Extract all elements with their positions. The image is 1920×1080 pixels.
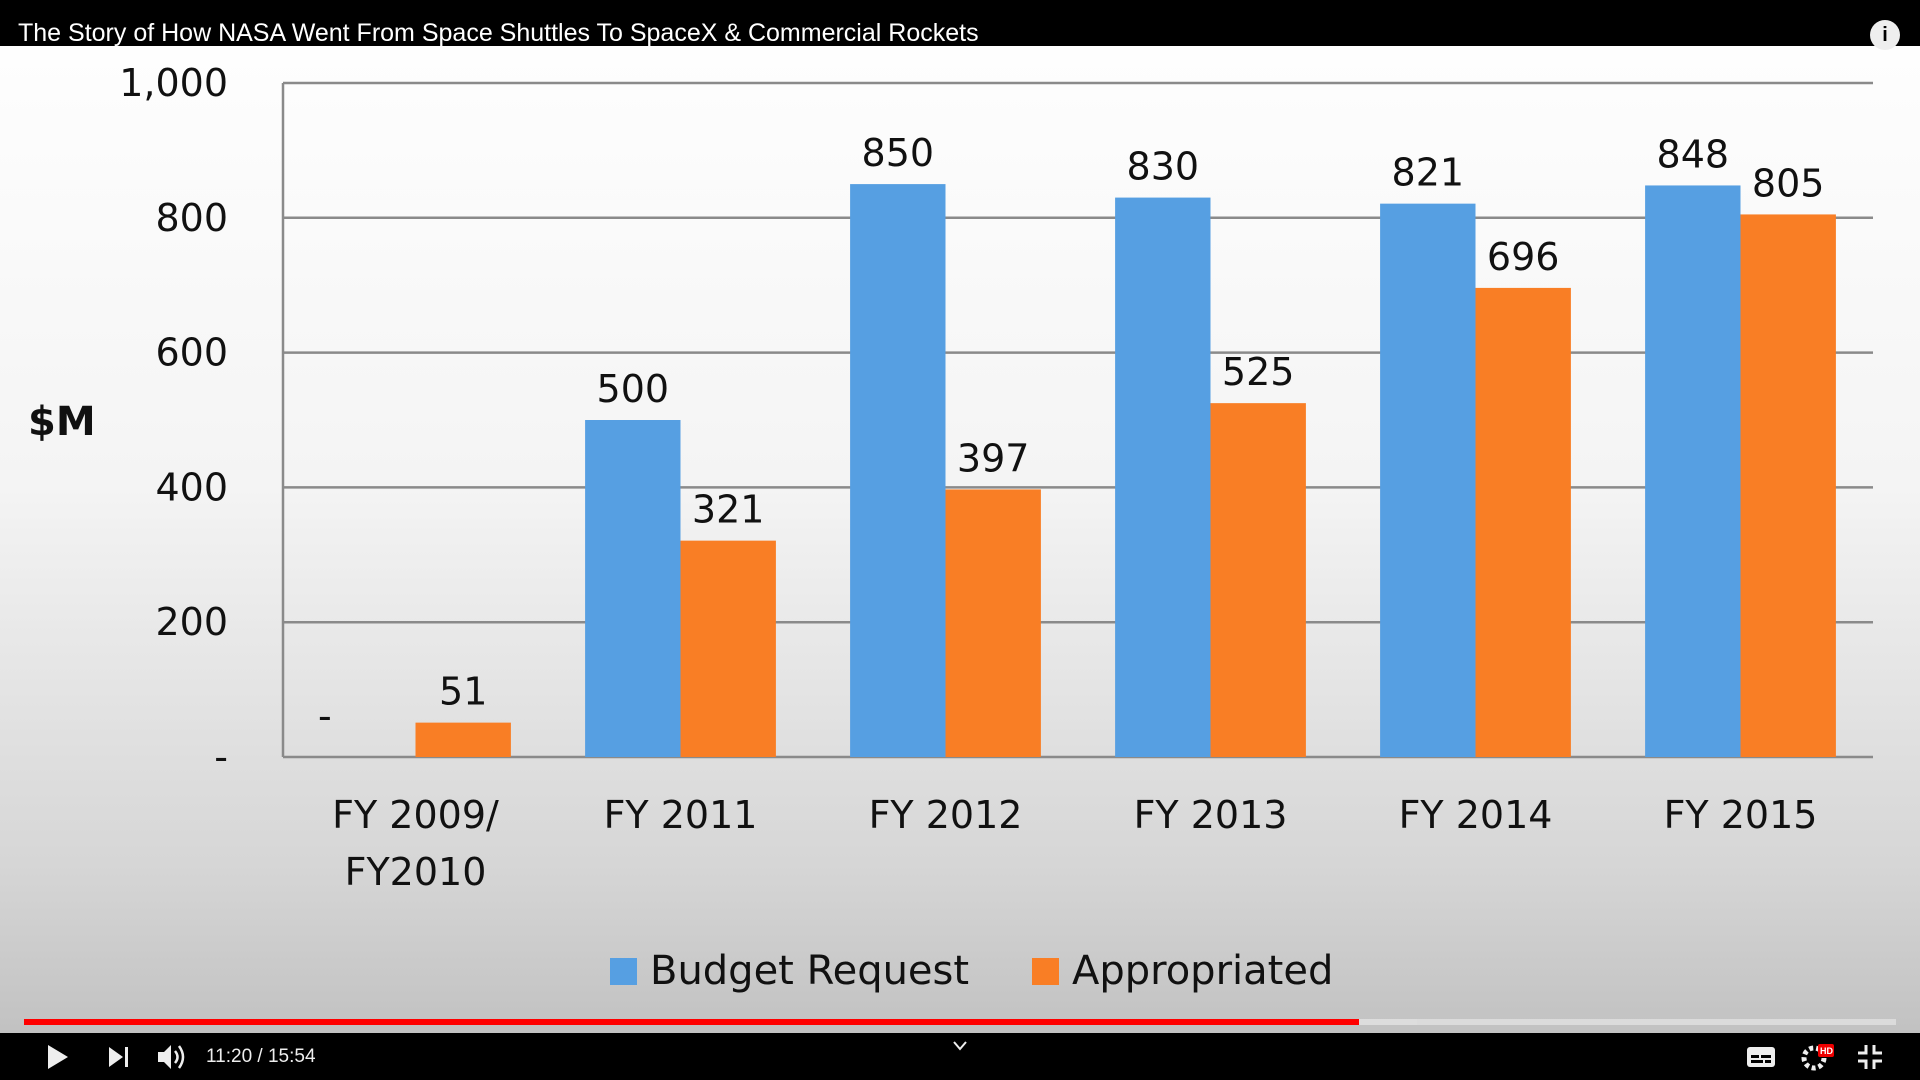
- bar-appropriated: [1210, 403, 1306, 757]
- progress-bar[interactable]: [24, 1019, 1896, 1025]
- bar-appropriated: [1740, 214, 1836, 757]
- bar-appropriated: [945, 489, 1041, 757]
- data-label: 848: [1657, 132, 1730, 176]
- bar-appropriated: [1475, 287, 1571, 757]
- x-tick-label: FY 2012: [869, 793, 1023, 837]
- player-controls: 11:20 / 15:54 HD: [0, 1033, 1920, 1080]
- bar-chart: - 200 400 600 800 1,000 $M - 51 FY 2009/FY2010 500…: [28, 61, 1873, 994]
- x-tick-label: FY 2009/: [332, 793, 499, 837]
- data-label: 397: [957, 436, 1030, 480]
- data-label: 821: [1392, 151, 1465, 195]
- svg-text:HD: HD: [1820, 1046, 1833, 1056]
- played-bar: [24, 1019, 1359, 1025]
- bar-appropriated: [680, 540, 776, 757]
- subtitles-icon: [1747, 1046, 1775, 1067]
- x-tick-label: FY 2014: [1399, 793, 1553, 837]
- y-axis-label: $M: [28, 399, 96, 445]
- play-button[interactable]: [40, 1033, 76, 1080]
- legend-swatch: [1032, 958, 1059, 985]
- data-label: 696: [1487, 235, 1560, 279]
- duration: 15:54: [267, 1046, 316, 1067]
- y-tick-label: 800: [155, 196, 228, 240]
- bar-budget-request: [1380, 203, 1476, 757]
- bar-budget-request: [850, 184, 946, 758]
- legend-label: Appropriated: [1072, 948, 1333, 994]
- y-tick-label: -: [214, 735, 228, 779]
- x-tick-label: FY 2015: [1664, 793, 1818, 837]
- video-title[interactable]: The Story of How NASA Went From Space Sh…: [18, 19, 979, 47]
- data-label: 805: [1752, 161, 1825, 205]
- info-icon[interactable]: i: [1870, 20, 1900, 50]
- data-label: 850: [862, 131, 935, 175]
- y-tick-label: 600: [155, 331, 228, 375]
- play-icon: [48, 1044, 68, 1069]
- video-title-bar: The Story of How NASA Went From Space Sh…: [0, 0, 1920, 50]
- y-tick-label: 1,000: [119, 61, 228, 105]
- next-icon: [109, 1046, 128, 1067]
- settings-button[interactable]: HD: [1798, 1033, 1838, 1080]
- y-tick-label: 200: [155, 600, 228, 644]
- data-label: 51: [439, 670, 487, 714]
- chevron-down-icon[interactable]: [946, 1033, 974, 1059]
- volume-icon: [158, 1044, 185, 1069]
- subtitles-button[interactable]: [1744, 1033, 1778, 1080]
- volume-button[interactable]: [152, 1033, 192, 1080]
- data-label: 321: [692, 488, 765, 532]
- exit-fullscreen-button[interactable]: [1852, 1033, 1888, 1080]
- x-tick-label: FY2010: [345, 850, 487, 894]
- gear-hd-icon: HD: [1801, 1043, 1834, 1070]
- bar-appropriated: [415, 722, 511, 757]
- x-tick-label: FY 2011: [604, 793, 758, 837]
- data-label: -: [318, 694, 332, 738]
- current-time: 11:20: [206, 1046, 253, 1067]
- y-tick-label: 400: [155, 465, 228, 509]
- exit-fullscreen-icon: [1858, 1044, 1882, 1069]
- data-label: 830: [1127, 145, 1200, 189]
- bar-budget-request: [1645, 185, 1741, 757]
- data-label: 525: [1222, 350, 1295, 394]
- bar-budget-request: [1115, 197, 1211, 757]
- time-separator: /: [252, 1046, 268, 1067]
- legend-label: Budget Request: [650, 948, 969, 994]
- legend-swatch: [610, 958, 637, 985]
- data-label: 500: [597, 367, 670, 411]
- next-button[interactable]: [102, 1033, 136, 1080]
- x-tick-label: FY 2013: [1134, 793, 1288, 837]
- time-display: 11:20 / 15:54: [206, 1046, 316, 1068]
- bar-budget-request: [585, 420, 681, 757]
